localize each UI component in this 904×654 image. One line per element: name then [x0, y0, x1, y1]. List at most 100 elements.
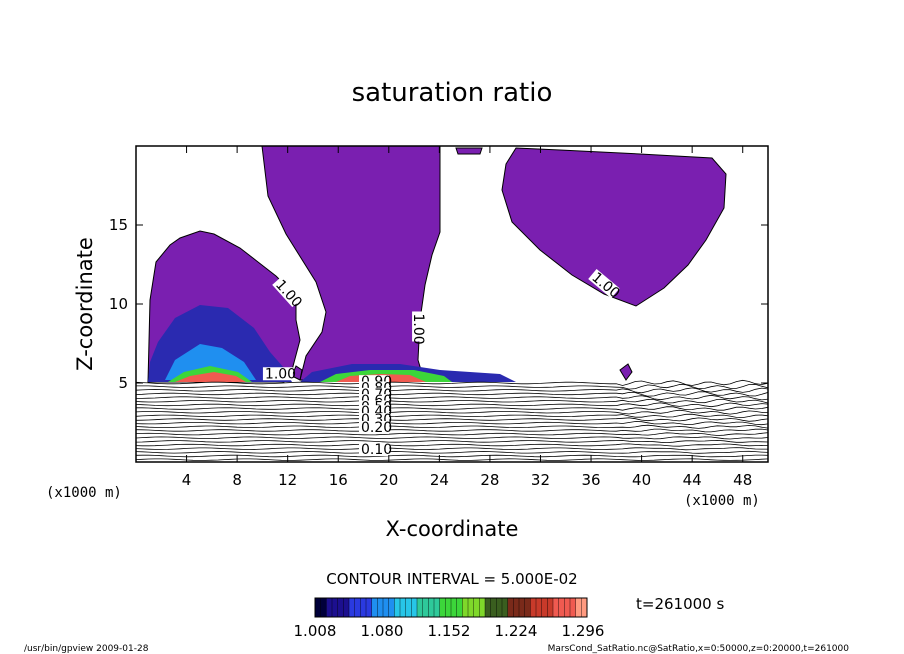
contour-line	[136, 379, 768, 386]
contour-label: 1.00	[410, 313, 426, 344]
colorbar-bin	[337, 598, 344, 617]
contour-line	[136, 409, 768, 415]
contour-line	[136, 402, 768, 408]
colorbar-bin	[536, 598, 542, 617]
cloud-region-right	[501, 147, 727, 307]
colorbar-labels: 1.008 1.080 1.152 1.224 1.296	[294, 622, 605, 640]
colorbar-bin	[377, 598, 384, 617]
x-axis-title: X-coordinate	[386, 517, 519, 541]
colorbar-bin	[439, 598, 446, 617]
colorbar-bin	[343, 598, 350, 617]
colorbar-bin	[388, 598, 395, 617]
contour-label-bg	[358, 420, 389, 434]
x-tick-label: 16	[329, 471, 348, 489]
contour-line	[136, 398, 768, 404]
colorbar-bin	[530, 598, 537, 617]
colorbar-bin	[541, 598, 548, 617]
contour-line	[136, 450, 768, 454]
colorbar-bin	[581, 598, 588, 617]
contour-line	[136, 383, 768, 390]
colorbar-bin	[332, 598, 338, 617]
contour-line	[136, 394, 768, 401]
contour-line	[136, 428, 768, 433]
footer-left: /usr/bin/gpview 2009-01-28	[24, 644, 149, 654]
colorbar-bin	[405, 598, 412, 617]
chart-title: saturation ratio	[352, 78, 553, 108]
contour-line	[136, 417, 768, 422]
x-tick-label: 32	[531, 471, 550, 489]
colorbar-bin	[479, 598, 486, 617]
contour-line	[136, 421, 768, 426]
colorbar-bin	[428, 598, 435, 617]
colorbar-bin	[451, 598, 457, 617]
x-tick-label: 40	[632, 471, 651, 489]
colorbar-frame	[314, 597, 588, 618]
x-tick-label: 24	[430, 471, 449, 489]
x-tick-label: 4	[182, 471, 192, 489]
contour-label-bg	[272, 276, 302, 308]
colorbar-bin	[434, 598, 440, 617]
contour-line	[136, 443, 768, 447]
colorbar-label: 1.296	[562, 622, 605, 640]
colorbar-bin	[468, 598, 474, 617]
colorbar-bin	[417, 598, 423, 617]
colorbar-bin	[513, 598, 520, 617]
contour-label-bg	[588, 269, 620, 299]
colorbar-label: 1.080	[361, 622, 404, 640]
x-tick-label: 20	[379, 471, 398, 489]
contour-label-bg	[412, 311, 426, 342]
contour-line	[136, 387, 768, 394]
y-tick-label: 5	[118, 374, 128, 392]
colorbar-bin	[473, 598, 480, 617]
colorbar-bin	[519, 598, 525, 617]
colorbar-bin	[456, 598, 463, 617]
contour-line	[136, 439, 768, 444]
colorbar-bin	[349, 598, 355, 617]
x-tick-label: 44	[683, 471, 702, 489]
colorbar-bin	[485, 598, 491, 617]
colorbar-bin	[547, 598, 554, 617]
colorbar-bin	[320, 598, 327, 617]
contour-line	[136, 406, 768, 411]
colorbar-bin	[383, 598, 389, 617]
contour-label-bg	[358, 443, 389, 457]
colorbar-label: 1.224	[495, 622, 538, 640]
contour-line	[136, 436, 768, 440]
colorbar-bin	[400, 598, 406, 617]
colorbar-bin	[354, 598, 361, 617]
colorbar-bin	[394, 598, 401, 617]
x-tick-label: 8	[232, 471, 242, 489]
colorbar-bin	[490, 598, 497, 617]
cloud-patch-1	[291, 365, 303, 381]
x-tick-label: 12	[278, 471, 297, 489]
colorbar-bin	[422, 598, 429, 617]
contour-line	[136, 391, 768, 397]
stratified-contours	[136, 379, 768, 461]
colorbar-bin	[360, 598, 367, 617]
colorbar-bin	[553, 598, 559, 617]
contour-line	[136, 424, 768, 429]
colorbar-bin	[315, 598, 321, 617]
colorbar-bin	[445, 598, 452, 617]
time-label: t=261000 s	[636, 595, 724, 613]
y-tick-label: 15	[109, 216, 128, 234]
x-unit-left: (x1000 m)	[46, 485, 122, 501]
colorbar-bin	[507, 598, 514, 617]
colorbar-bin	[371, 598, 378, 617]
colorbar-bin	[462, 598, 469, 617]
cloud-patch-2	[619, 363, 633, 381]
cloud-region-top	[455, 147, 483, 155]
x-unit-right: (x1000 m)	[684, 493, 760, 509]
y-tick-label: 10	[109, 295, 128, 313]
colorbar-bin	[564, 598, 571, 617]
colorbar	[314, 597, 588, 618]
colorbar-bin	[366, 598, 372, 617]
colorbar-bin	[502, 598, 508, 617]
colorbar-bin	[326, 598, 333, 617]
contour-label: 1.00	[265, 366, 296, 382]
contour-label-bg	[262, 367, 293, 381]
contour-line	[136, 413, 768, 419]
contour-line	[136, 454, 768, 458]
contour-label: 0.20	[361, 420, 392, 436]
x-axis: 4 8 12 16 20 24 28 32 36 40 44 48	[182, 146, 752, 489]
